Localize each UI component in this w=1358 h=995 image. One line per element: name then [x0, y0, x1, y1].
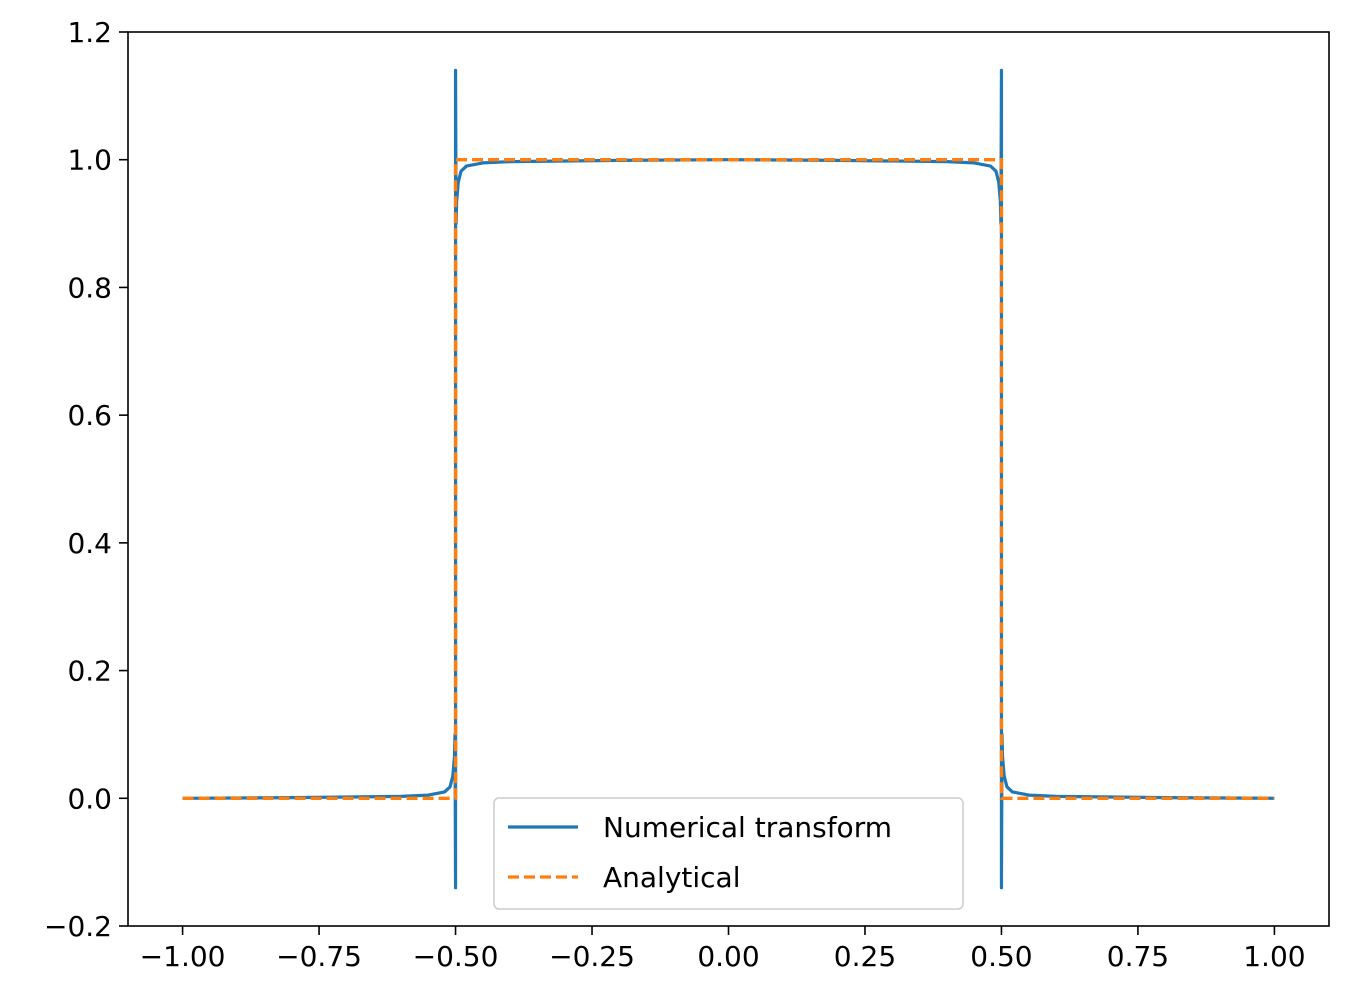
- series-line-analytical: [182, 158, 1275, 800]
- x-tick-label: −0.25: [549, 940, 635, 973]
- y-tick-label: 1.0: [67, 144, 112, 177]
- x-axis: −1.00 −0.75 −0.50 −0.25 0.00 0.25 0.50 0.75 1.00: [140, 926, 1306, 973]
- x-tick-label: −0.75: [276, 940, 362, 973]
- y-tick-label: −0.2: [44, 910, 112, 943]
- y-tick-label: 0.6: [67, 399, 112, 432]
- y-axis: −0.2 0.0 0.2 0.4 0.6 0.8 1.0 1.2: [44, 16, 128, 943]
- legend: Numerical transform Analytical: [493, 797, 964, 910]
- x-tick-label: −0.50: [413, 940, 499, 973]
- y-tick-label: 0.0: [67, 782, 112, 815]
- x-tick-label: 0.25: [834, 940, 896, 973]
- legend-label-analytical: Analytical: [603, 861, 741, 894]
- x-tick-label: 1.00: [1243, 940, 1305, 973]
- y-tick-label: 0.4: [67, 527, 112, 560]
- legend-label-numerical: Numerical transform: [603, 811, 892, 844]
- x-tick-label: 0.50: [970, 940, 1032, 973]
- y-tick-label: 0.2: [67, 655, 112, 688]
- series-layer: [182, 68, 1275, 890]
- x-tick-label: 0.75: [1107, 940, 1169, 973]
- legend-box: [493, 797, 964, 910]
- y-tick-label: 0.8: [67, 271, 112, 304]
- x-tick-label: 0.00: [697, 940, 759, 973]
- y-tick-label: 1.2: [67, 16, 112, 49]
- x-tick-label: −1.00: [140, 940, 226, 973]
